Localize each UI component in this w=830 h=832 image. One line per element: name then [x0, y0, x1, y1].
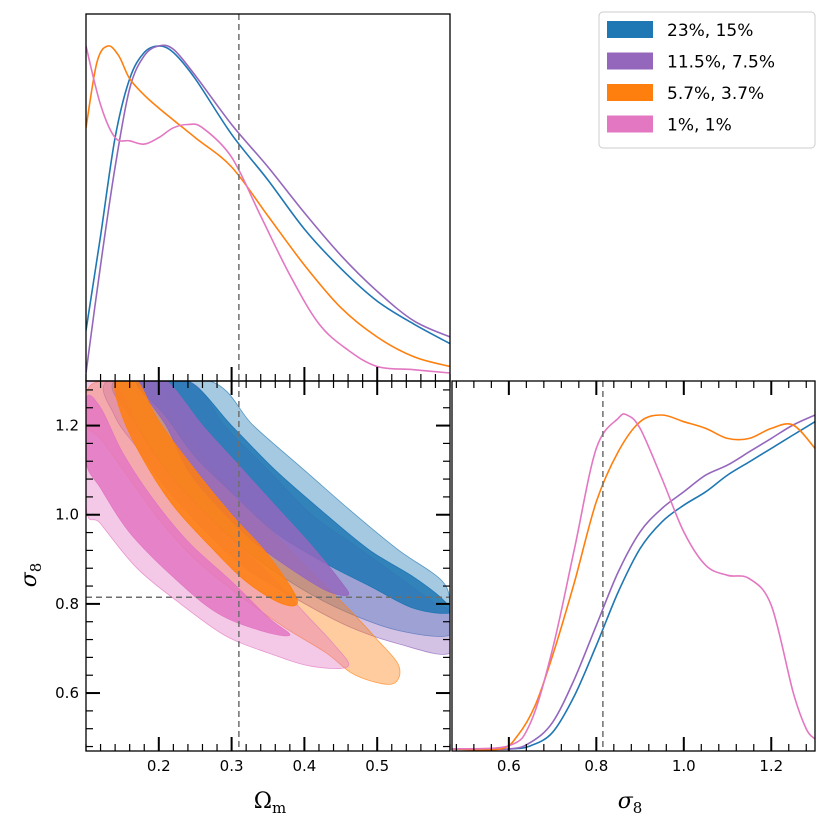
- sigma8-y-tick-label: 0.6: [55, 684, 79, 702]
- legend-label-3: 5.7%, 3.7%: [667, 84, 764, 104]
- sigma8-y-tick-label: 1.0: [55, 506, 79, 524]
- contour-68-series-3: [114, 381, 298, 607]
- legend-label-2: 11.5%, 7.5%: [667, 53, 775, 73]
- omega-m-tick-label: 0.2: [147, 757, 171, 775]
- omega-m-marginal-line-series-3: [86, 45, 450, 368]
- omega-m-marginal-curves: [86, 44, 450, 374]
- sigma8-marginal-line-series-3: [452, 414, 815, 751]
- legend-swatch-4: [607, 115, 653, 133]
- axis-ticks: 0.2 0.3 0.4 0.5 0.6 0.6 0.8 0.8 1.0 1.0 1.2 1.2: [55, 367, 807, 775]
- sigma8-x-tick-label: 1.0: [672, 757, 696, 775]
- joint-panel-frame: [85, 380, 451, 752]
- x-axis-title-sigma8: σ8: [618, 789, 643, 817]
- legend: 23%, 15% 11.5%, 7.5% 5.7%, 3.7% 1%, 1%: [598, 11, 816, 149]
- sigma8-marginal-line-series-1: [452, 421, 815, 751]
- sigma8-marginal-line-series-4: [452, 413, 815, 750]
- omega-m-marginal-line-series-2: [86, 44, 450, 374]
- sigma8-y-tick-label: 0.8: [55, 595, 79, 613]
- sigma8-marginal-frame: [451, 380, 816, 752]
- sigma8-x-tick-label: 0.6: [497, 757, 521, 775]
- omega-m-tick-label: 0.5: [365, 757, 389, 775]
- sigma8-marginal-line-series-2: [452, 414, 815, 751]
- sigma8-x-tick-label: 0.8: [584, 757, 608, 775]
- y-axis-title-sigma8: σ8: [17, 563, 45, 588]
- omega-m-marginal-frame: [85, 13, 451, 382]
- legend-swatch-3: [607, 84, 653, 101]
- legend-label-1: 23%, 15%: [667, 21, 753, 41]
- legend-swatch-1: [607, 21, 653, 38]
- legend-swatch-2: [607, 52, 653, 70]
- sigma8-y-tick-label: 1.2: [55, 417, 79, 435]
- joint-contours: [86, 381, 450, 685]
- sigma8-marginal-curves: [452, 413, 815, 751]
- omega-m-tick-label: 0.4: [292, 757, 316, 775]
- contour-68-series-4: [86, 394, 291, 637]
- x-axis-title-omega-m: Ωm: [254, 789, 286, 817]
- omega-m-tick-label: 0.3: [220, 757, 244, 775]
- legend-frame: [598, 11, 816, 149]
- sigma8-x-tick-label: 1.2: [759, 757, 783, 775]
- omega-m-marginal-line-series-4: [86, 45, 450, 374]
- legend-label-4: 1%, 1%: [667, 116, 732, 136]
